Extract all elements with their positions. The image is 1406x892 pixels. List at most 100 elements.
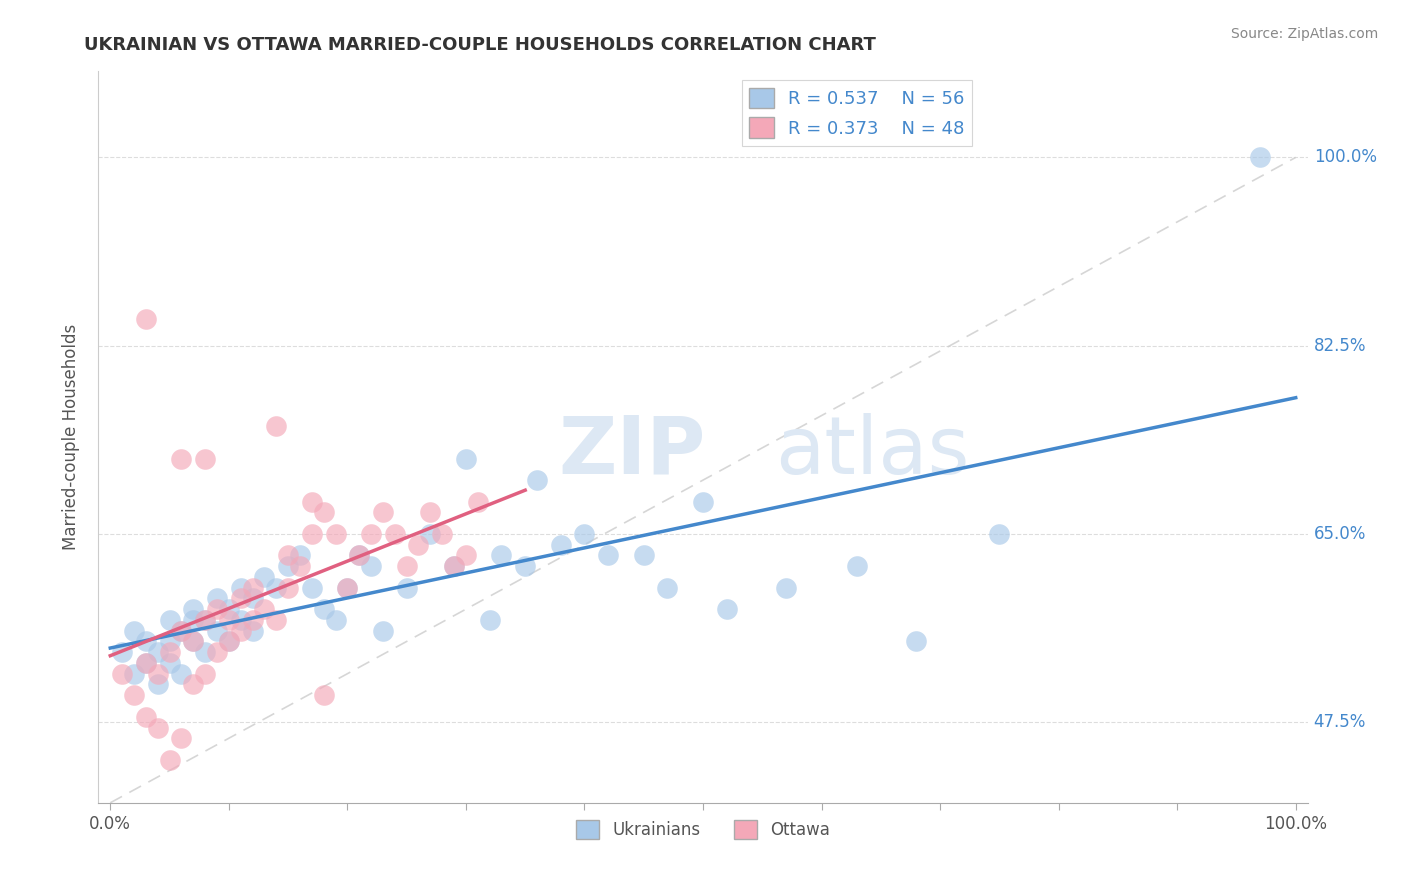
Point: [111, 666, 134, 681]
Point: [574, 527, 596, 541]
Point: [264, 581, 287, 595]
Point: [181, 613, 204, 627]
Point: [347, 549, 370, 563]
Point: [170, 731, 193, 746]
Point: [146, 666, 169, 681]
Point: [716, 602, 738, 616]
Point: [170, 624, 193, 638]
Text: ZIP: ZIP: [558, 413, 706, 491]
Point: [205, 624, 228, 638]
Point: [336, 581, 359, 595]
Point: [135, 311, 157, 326]
Point: [371, 505, 394, 519]
Point: [360, 559, 382, 574]
Point: [598, 549, 620, 563]
Point: [419, 527, 441, 541]
Point: [301, 581, 323, 595]
Point: [325, 613, 347, 627]
Point: [181, 677, 204, 691]
Point: [264, 613, 287, 627]
Point: [194, 645, 217, 659]
Point: [301, 494, 323, 508]
Point: [288, 559, 311, 574]
Point: [170, 666, 193, 681]
Point: [325, 527, 347, 541]
Legend: Ukrainians, Ottawa: Ukrainians, Ottawa: [569, 814, 837, 846]
Point: [205, 645, 228, 659]
Point: [159, 645, 181, 659]
Point: [550, 538, 572, 552]
Point: [146, 677, 169, 691]
Text: UKRAINIAN VS OTTAWA MARRIED-COUPLE HOUSEHOLDS CORRELATION CHART: UKRAINIAN VS OTTAWA MARRIED-COUPLE HOUSE…: [84, 36, 876, 54]
Text: 47.5%: 47.5%: [1313, 713, 1367, 731]
Point: [288, 549, 311, 563]
Text: 65.0%: 65.0%: [1313, 524, 1367, 543]
Point: [159, 753, 181, 767]
Point: [229, 624, 252, 638]
Point: [692, 494, 714, 508]
Point: [264, 419, 287, 434]
Point: [301, 527, 323, 541]
Point: [253, 570, 276, 584]
Point: [205, 602, 228, 616]
Point: [253, 602, 276, 616]
Point: [146, 645, 169, 659]
Point: [194, 613, 217, 627]
Point: [371, 624, 394, 638]
Point: [229, 613, 252, 627]
Point: [408, 538, 430, 552]
Point: [277, 581, 299, 595]
Point: [242, 591, 264, 606]
Point: [454, 451, 477, 466]
Point: [347, 549, 370, 563]
Point: [205, 591, 228, 606]
Point: [135, 710, 157, 724]
Text: Source: ZipAtlas.com: Source: ZipAtlas.com: [1230, 27, 1378, 41]
Point: [633, 549, 655, 563]
Point: [135, 656, 157, 670]
Point: [194, 666, 217, 681]
Point: [312, 505, 335, 519]
Point: [277, 549, 299, 563]
Point: [467, 494, 489, 508]
Point: [846, 559, 869, 574]
Point: [229, 591, 252, 606]
Point: [384, 527, 406, 541]
Point: [395, 581, 418, 595]
Point: [443, 559, 465, 574]
Point: [218, 613, 240, 627]
Text: 100.0%: 100.0%: [1313, 148, 1376, 167]
Point: [657, 581, 679, 595]
Point: [432, 527, 454, 541]
Point: [181, 634, 204, 648]
Point: [218, 634, 240, 648]
Point: [242, 613, 264, 627]
Point: [277, 559, 299, 574]
Point: [336, 581, 359, 595]
Point: [194, 613, 217, 627]
Point: [491, 549, 513, 563]
Point: [443, 559, 465, 574]
Point: [312, 688, 335, 702]
Point: [478, 613, 501, 627]
Point: [122, 624, 145, 638]
Point: [515, 559, 537, 574]
Point: [775, 581, 797, 595]
Point: [146, 721, 169, 735]
Point: [229, 581, 252, 595]
Point: [181, 602, 204, 616]
Point: [419, 505, 441, 519]
Point: [905, 634, 928, 648]
Point: [135, 656, 157, 670]
Text: atlas: atlas: [776, 413, 970, 491]
Point: [135, 634, 157, 648]
Text: 82.5%: 82.5%: [1313, 336, 1367, 355]
Point: [170, 624, 193, 638]
Point: [159, 613, 181, 627]
Point: [988, 527, 1011, 541]
Point: [312, 602, 335, 616]
Point: [218, 634, 240, 648]
Point: [242, 581, 264, 595]
Point: [181, 634, 204, 648]
Point: [218, 602, 240, 616]
